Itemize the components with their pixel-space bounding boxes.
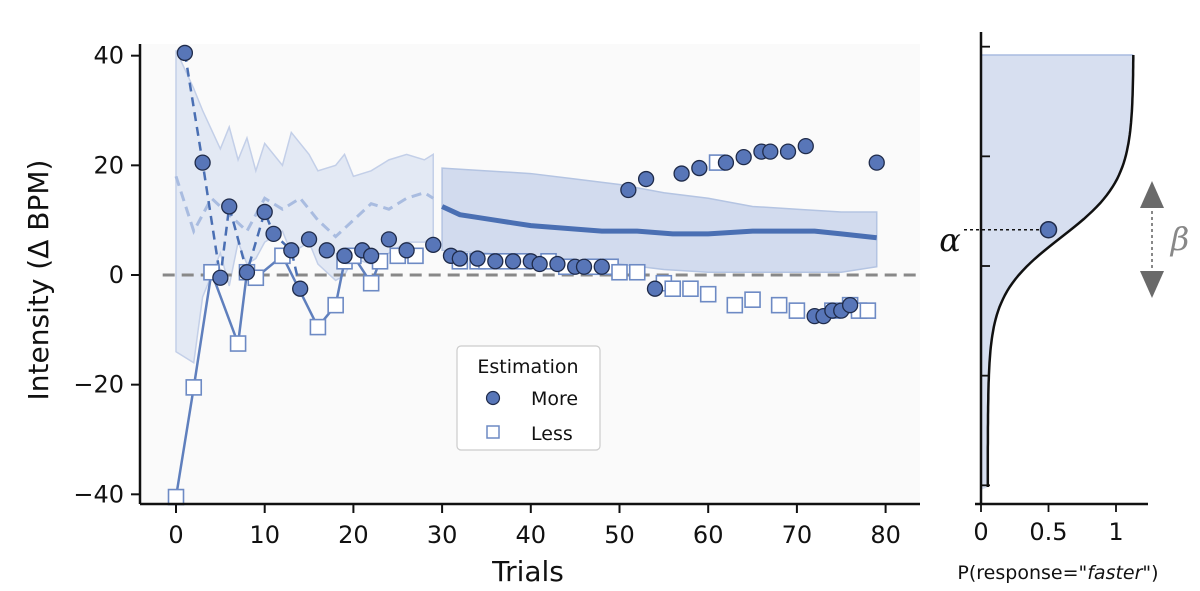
less-point — [770, 296, 788, 314]
x-tick-label: 20 — [338, 521, 369, 549]
y-tick-label: 0 — [109, 261, 124, 289]
x-tick-label: 30 — [427, 521, 458, 549]
y-tick-label: 20 — [93, 151, 124, 179]
legend-title: Estimation — [477, 356, 578, 378]
x-tick-label: 10 — [249, 521, 280, 549]
less-point — [362, 274, 380, 292]
more-point — [300, 231, 318, 248]
more-point — [362, 247, 380, 264]
less-point — [309, 318, 327, 336]
more-point — [283, 242, 300, 259]
alpha-point — [1039, 220, 1058, 239]
less-point — [726, 296, 744, 314]
more-point — [265, 225, 282, 243]
side-x-ticks: 0 0.5 1 — [973, 504, 1124, 546]
less-point — [229, 335, 247, 352]
psychometric-panel: 0 0.5 1 α β P(response="faster") — [939, 32, 1189, 584]
beta-label: β — [1170, 220, 1190, 258]
more-point — [292, 280, 309, 297]
more-point — [398, 242, 415, 259]
x-tick-label: 60 — [693, 521, 724, 549]
y-tick-label: −20 — [73, 371, 124, 399]
main-chart: 0 10 20 30 40 50 60 70 80 −40 −20 0 20 40 Trials Int… — [22, 42, 920, 588]
y-tick-label: 40 — [93, 42, 124, 70]
more-point — [238, 264, 256, 281]
more-point — [735, 148, 752, 166]
y-axis-label: Intensity (Δ BPM) — [22, 160, 55, 401]
more-point — [504, 253, 522, 270]
less-point — [628, 263, 646, 281]
x-tick-label: 50 — [604, 521, 635, 549]
y-tick-label: −40 — [73, 480, 124, 508]
running-estimate-late — [441, 204, 877, 241]
more-point — [256, 203, 273, 221]
more-point — [336, 247, 353, 264]
less-point — [327, 296, 344, 314]
more-point — [531, 255, 548, 273]
more-point — [841, 297, 859, 314]
less-point — [611, 263, 628, 281]
legend: Estimation More Less — [456, 345, 601, 451]
y-ticks: −40 −20 0 20 40 — [73, 42, 140, 508]
less-point — [744, 291, 761, 308]
side-x-tick-label: 0 — [973, 518, 988, 546]
more-point — [176, 44, 194, 62]
x-tick-label: 70 — [782, 521, 813, 549]
more-point — [797, 137, 814, 155]
more-point — [194, 154, 211, 171]
x-axis-label: Trials — [491, 555, 564, 588]
less-point — [185, 379, 203, 396]
side-y-ticks — [981, 45, 990, 487]
more-point — [469, 250, 486, 267]
x-tick-label: 40 — [516, 521, 547, 549]
side-x-tick-label: 0.5 — [1029, 518, 1067, 546]
more-point — [425, 236, 442, 253]
x-tick-label: 80 — [870, 521, 901, 549]
more-point — [318, 242, 335, 259]
beta-arrow — [1140, 181, 1164, 298]
less-point — [664, 280, 682, 298]
more-point — [487, 253, 504, 270]
x-ticks: 0 10 20 30 40 50 60 70 80 — [168, 504, 901, 549]
legend-marker-less — [486, 425, 500, 439]
more-point — [575, 258, 593, 275]
more-point — [620, 181, 637, 199]
legend-marker-more — [485, 390, 501, 406]
more-point — [691, 159, 708, 177]
data-markers — [167, 44, 885, 506]
more-point — [762, 143, 779, 160]
less-point — [699, 285, 717, 303]
less-point — [167, 488, 185, 506]
alpha-label: α — [939, 221, 961, 259]
more-point — [549, 255, 566, 273]
more-point — [779, 143, 797, 160]
less-point — [682, 280, 699, 298]
side-x-axis-label: P(response="faster") — [957, 562, 1158, 584]
more-point — [593, 258, 610, 275]
more-point — [868, 154, 885, 171]
more-point — [717, 154, 735, 171]
psychometric-area — [981, 55, 1134, 490]
legend-box — [456, 345, 601, 451]
more-point — [221, 198, 238, 215]
more-point — [637, 170, 655, 188]
running-estimate-early — [174, 175, 435, 239]
psychometric-curve — [986, 55, 1135, 487]
legend-label-less: Less — [531, 423, 573, 445]
less-point — [859, 302, 877, 319]
more-point — [380, 231, 398, 248]
more-point — [451, 250, 468, 267]
more-point — [673, 165, 690, 182]
side-x-tick-label: 1 — [1108, 518, 1123, 546]
more-point — [646, 280, 664, 297]
less-point — [788, 302, 806, 319]
legend-label-more: More — [531, 388, 578, 410]
more-point — [212, 269, 229, 286]
x-tick-label: 0 — [168, 521, 183, 549]
